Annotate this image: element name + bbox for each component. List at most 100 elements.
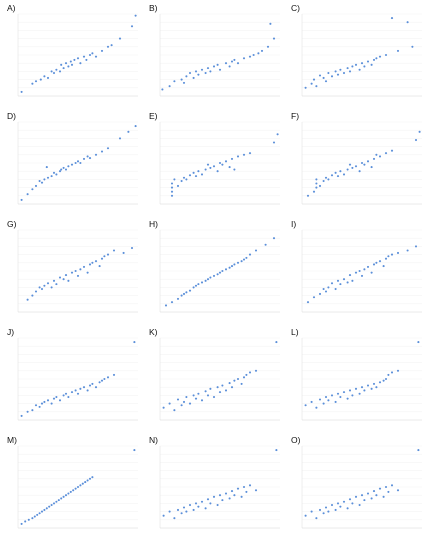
data-point [100, 49, 104, 52]
gridlines [18, 13, 138, 97]
data-point [34, 80, 38, 83]
data-point [39, 78, 42, 81]
gridlines [160, 445, 280, 529]
data-point [240, 382, 243, 385]
data-point [212, 395, 216, 399]
data-point [40, 181, 44, 184]
data-point [67, 279, 70, 282]
data-point [26, 410, 29, 413]
data-point [197, 505, 200, 508]
data-point [31, 82, 34, 85]
data-point [52, 279, 56, 282]
data-point [192, 508, 195, 512]
data-point [330, 174, 334, 177]
data-point [24, 520, 27, 523]
data-point [348, 70, 352, 73]
data-point [224, 268, 228, 271]
data-point [40, 287, 44, 291]
data-point [224, 492, 228, 495]
data-point [192, 394, 195, 397]
data-points [20, 449, 136, 525]
data-point [133, 341, 136, 344]
data-point [110, 44, 113, 47]
data-point [76, 274, 80, 277]
data-point [192, 286, 195, 289]
gridlines [302, 13, 422, 97]
data-point [197, 392, 200, 395]
data-point [67, 492, 70, 495]
data-point [88, 157, 92, 160]
data-point [62, 166, 65, 169]
data-point [57, 499, 60, 502]
data-point [351, 166, 354, 169]
data-point [180, 78, 183, 81]
data-point [384, 152, 388, 155]
data-point [342, 500, 346, 503]
data-point [100, 379, 104, 382]
data-point [360, 494, 364, 497]
data-point [366, 384, 370, 387]
data-point [52, 71, 56, 75]
data-point [60, 63, 63, 66]
data-point [58, 70, 62, 73]
data-point [390, 371, 394, 374]
data-point [348, 274, 352, 277]
data-point [230, 157, 234, 160]
data-point [38, 286, 41, 289]
data-point [306, 194, 310, 197]
data-point [366, 492, 370, 495]
data-point [315, 178, 318, 181]
data-point [103, 255, 106, 258]
data-point [339, 170, 342, 173]
data-point [236, 62, 240, 65]
data-point [224, 389, 228, 392]
data-point [185, 291, 188, 294]
data-point [76, 485, 80, 489]
data-point [378, 260, 382, 263]
data-points [170, 133, 279, 197]
data-point [43, 75, 46, 78]
data-point [70, 391, 74, 394]
data-point [390, 17, 394, 20]
data-point [180, 404, 183, 407]
data-point [188, 503, 192, 507]
data-point [74, 269, 77, 273]
data-point [194, 175, 198, 178]
data-point [55, 283, 58, 286]
panel-label: B) [149, 3, 158, 13]
data-point [363, 163, 366, 166]
data-point [224, 160, 228, 163]
panel-c: C) [291, 3, 422, 97]
data-point [188, 174, 192, 177]
data-point [74, 487, 77, 490]
data-point [396, 251, 400, 255]
data-point [91, 261, 94, 264]
data-point [322, 76, 325, 80]
data-point [103, 377, 106, 381]
data-point [188, 289, 192, 292]
data-point [324, 506, 328, 509]
data-point [206, 498, 210, 501]
panel-k: K) [149, 327, 280, 421]
panel-label: H) [149, 219, 158, 229]
data-point [275, 449, 278, 452]
data-point [79, 484, 82, 487]
data-point [26, 298, 29, 301]
data-point [70, 163, 74, 166]
data-point [272, 237, 276, 240]
data-point [173, 409, 176, 412]
data-point [82, 386, 86, 389]
data-point [86, 479, 89, 482]
data-point [127, 130, 130, 133]
data-point [351, 279, 354, 282]
data-point [194, 70, 198, 73]
data-point [60, 168, 63, 171]
data-point [173, 80, 176, 83]
data-point [233, 263, 236, 266]
data-point [26, 193, 29, 196]
data-point [31, 294, 34, 297]
data-point [318, 398, 322, 401]
data-point [334, 70, 337, 73]
data-point [180, 179, 183, 183]
data-point [387, 255, 390, 258]
